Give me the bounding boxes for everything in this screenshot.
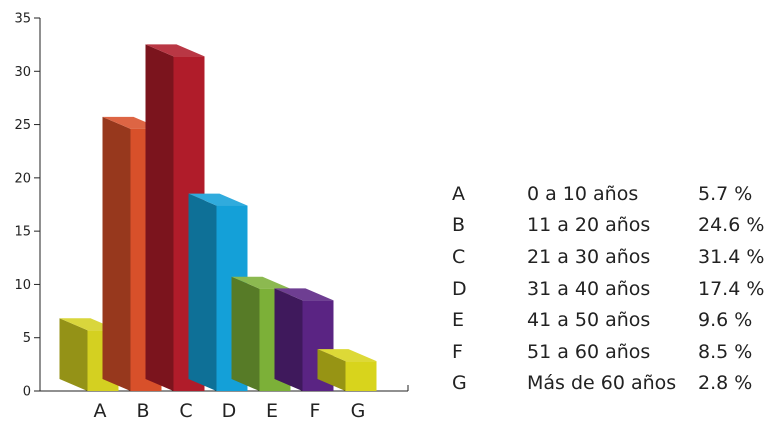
legend-percent: 2.8 % xyxy=(698,372,753,395)
legend-letter: E xyxy=(452,309,465,332)
legend-letter: F xyxy=(452,340,463,363)
bar-side xyxy=(231,276,260,391)
bar-side xyxy=(274,288,303,391)
legend-entry: E 41 a 50 años 9.6 % xyxy=(452,304,772,336)
legend-label: 31 a 40 años xyxy=(527,277,651,300)
legend-letter: G xyxy=(452,372,467,395)
legend-label: 11 a 20 años xyxy=(527,214,651,237)
legend-letter: C xyxy=(452,245,466,268)
bar-side xyxy=(59,318,88,391)
legend-percent: 17.4 % xyxy=(698,277,765,300)
legend-letter: A xyxy=(452,182,465,205)
y-tick-label: 0 xyxy=(23,385,31,400)
legend-entry: D 31 a 40 años 17.4 % xyxy=(452,273,772,305)
y-tick-label: 25 xyxy=(14,118,31,133)
bar-front xyxy=(345,361,377,391)
y-tick-label: 5 xyxy=(23,331,31,346)
legend-letter: B xyxy=(452,214,466,237)
legend-entry: B 11 a 20 años 24.6 % xyxy=(452,210,772,242)
legend-label: 0 a 10 años xyxy=(527,182,639,205)
legend-label: 51 a 60 años xyxy=(527,340,651,363)
legend-percent: 24.6 % xyxy=(698,214,765,237)
bar-side xyxy=(188,193,217,391)
bar-top xyxy=(188,193,248,206)
x-tick-label: C xyxy=(179,400,192,422)
x-tick-label: A xyxy=(94,400,107,422)
bar-top xyxy=(145,44,205,57)
bar-g xyxy=(317,349,377,391)
x-tick-label: E xyxy=(266,400,278,422)
y-tick-label: 20 xyxy=(14,171,31,186)
legend-entry: C 21 a 30 años 31.4 % xyxy=(452,241,772,273)
y-tick-label: 10 xyxy=(14,278,31,293)
x-category-labels: A B C D E F G xyxy=(94,400,366,422)
legend-label: 41 a 50 años xyxy=(527,309,651,332)
bar-top xyxy=(231,276,291,289)
legend-percent: 9.6 % xyxy=(698,309,753,332)
legend-entry: F 51 a 60 años 8.5 % xyxy=(452,336,772,368)
legend-percent: 8.5 % xyxy=(698,340,753,363)
legend-label: 21 a 30 años xyxy=(527,245,651,268)
x-tick-label: D xyxy=(222,400,237,422)
x-tick-label: B xyxy=(136,400,149,422)
bar-top xyxy=(317,349,377,362)
bar-top xyxy=(274,288,334,301)
bar-side xyxy=(102,116,131,391)
legend-label: Más de 60 años xyxy=(527,372,677,395)
legend-entry: A 0 a 10 años 5.7 % xyxy=(452,178,772,210)
bar-side xyxy=(145,44,174,391)
legend-letter: D xyxy=(452,277,467,300)
y-tick-label: 30 xyxy=(14,65,31,80)
chart-bars xyxy=(59,44,377,391)
y-tick-label: 15 xyxy=(14,225,31,240)
legend-entry: G Más de 60 años 2.8 % xyxy=(452,368,772,400)
x-tick-label: F xyxy=(310,400,321,422)
bar-side xyxy=(317,349,346,391)
x-tick-label: G xyxy=(351,400,366,422)
legend: A 0 a 10 años 5.7 % B 11 a 20 años 24.6 % C 21 … xyxy=(452,178,772,399)
y-tick-labels: 0 5 10 15 20 25 30 35 xyxy=(14,12,40,400)
y-tick-label: 35 xyxy=(14,12,31,27)
legend-percent: 31.4 % xyxy=(698,245,765,268)
legend-percent: 5.7 % xyxy=(698,182,753,205)
